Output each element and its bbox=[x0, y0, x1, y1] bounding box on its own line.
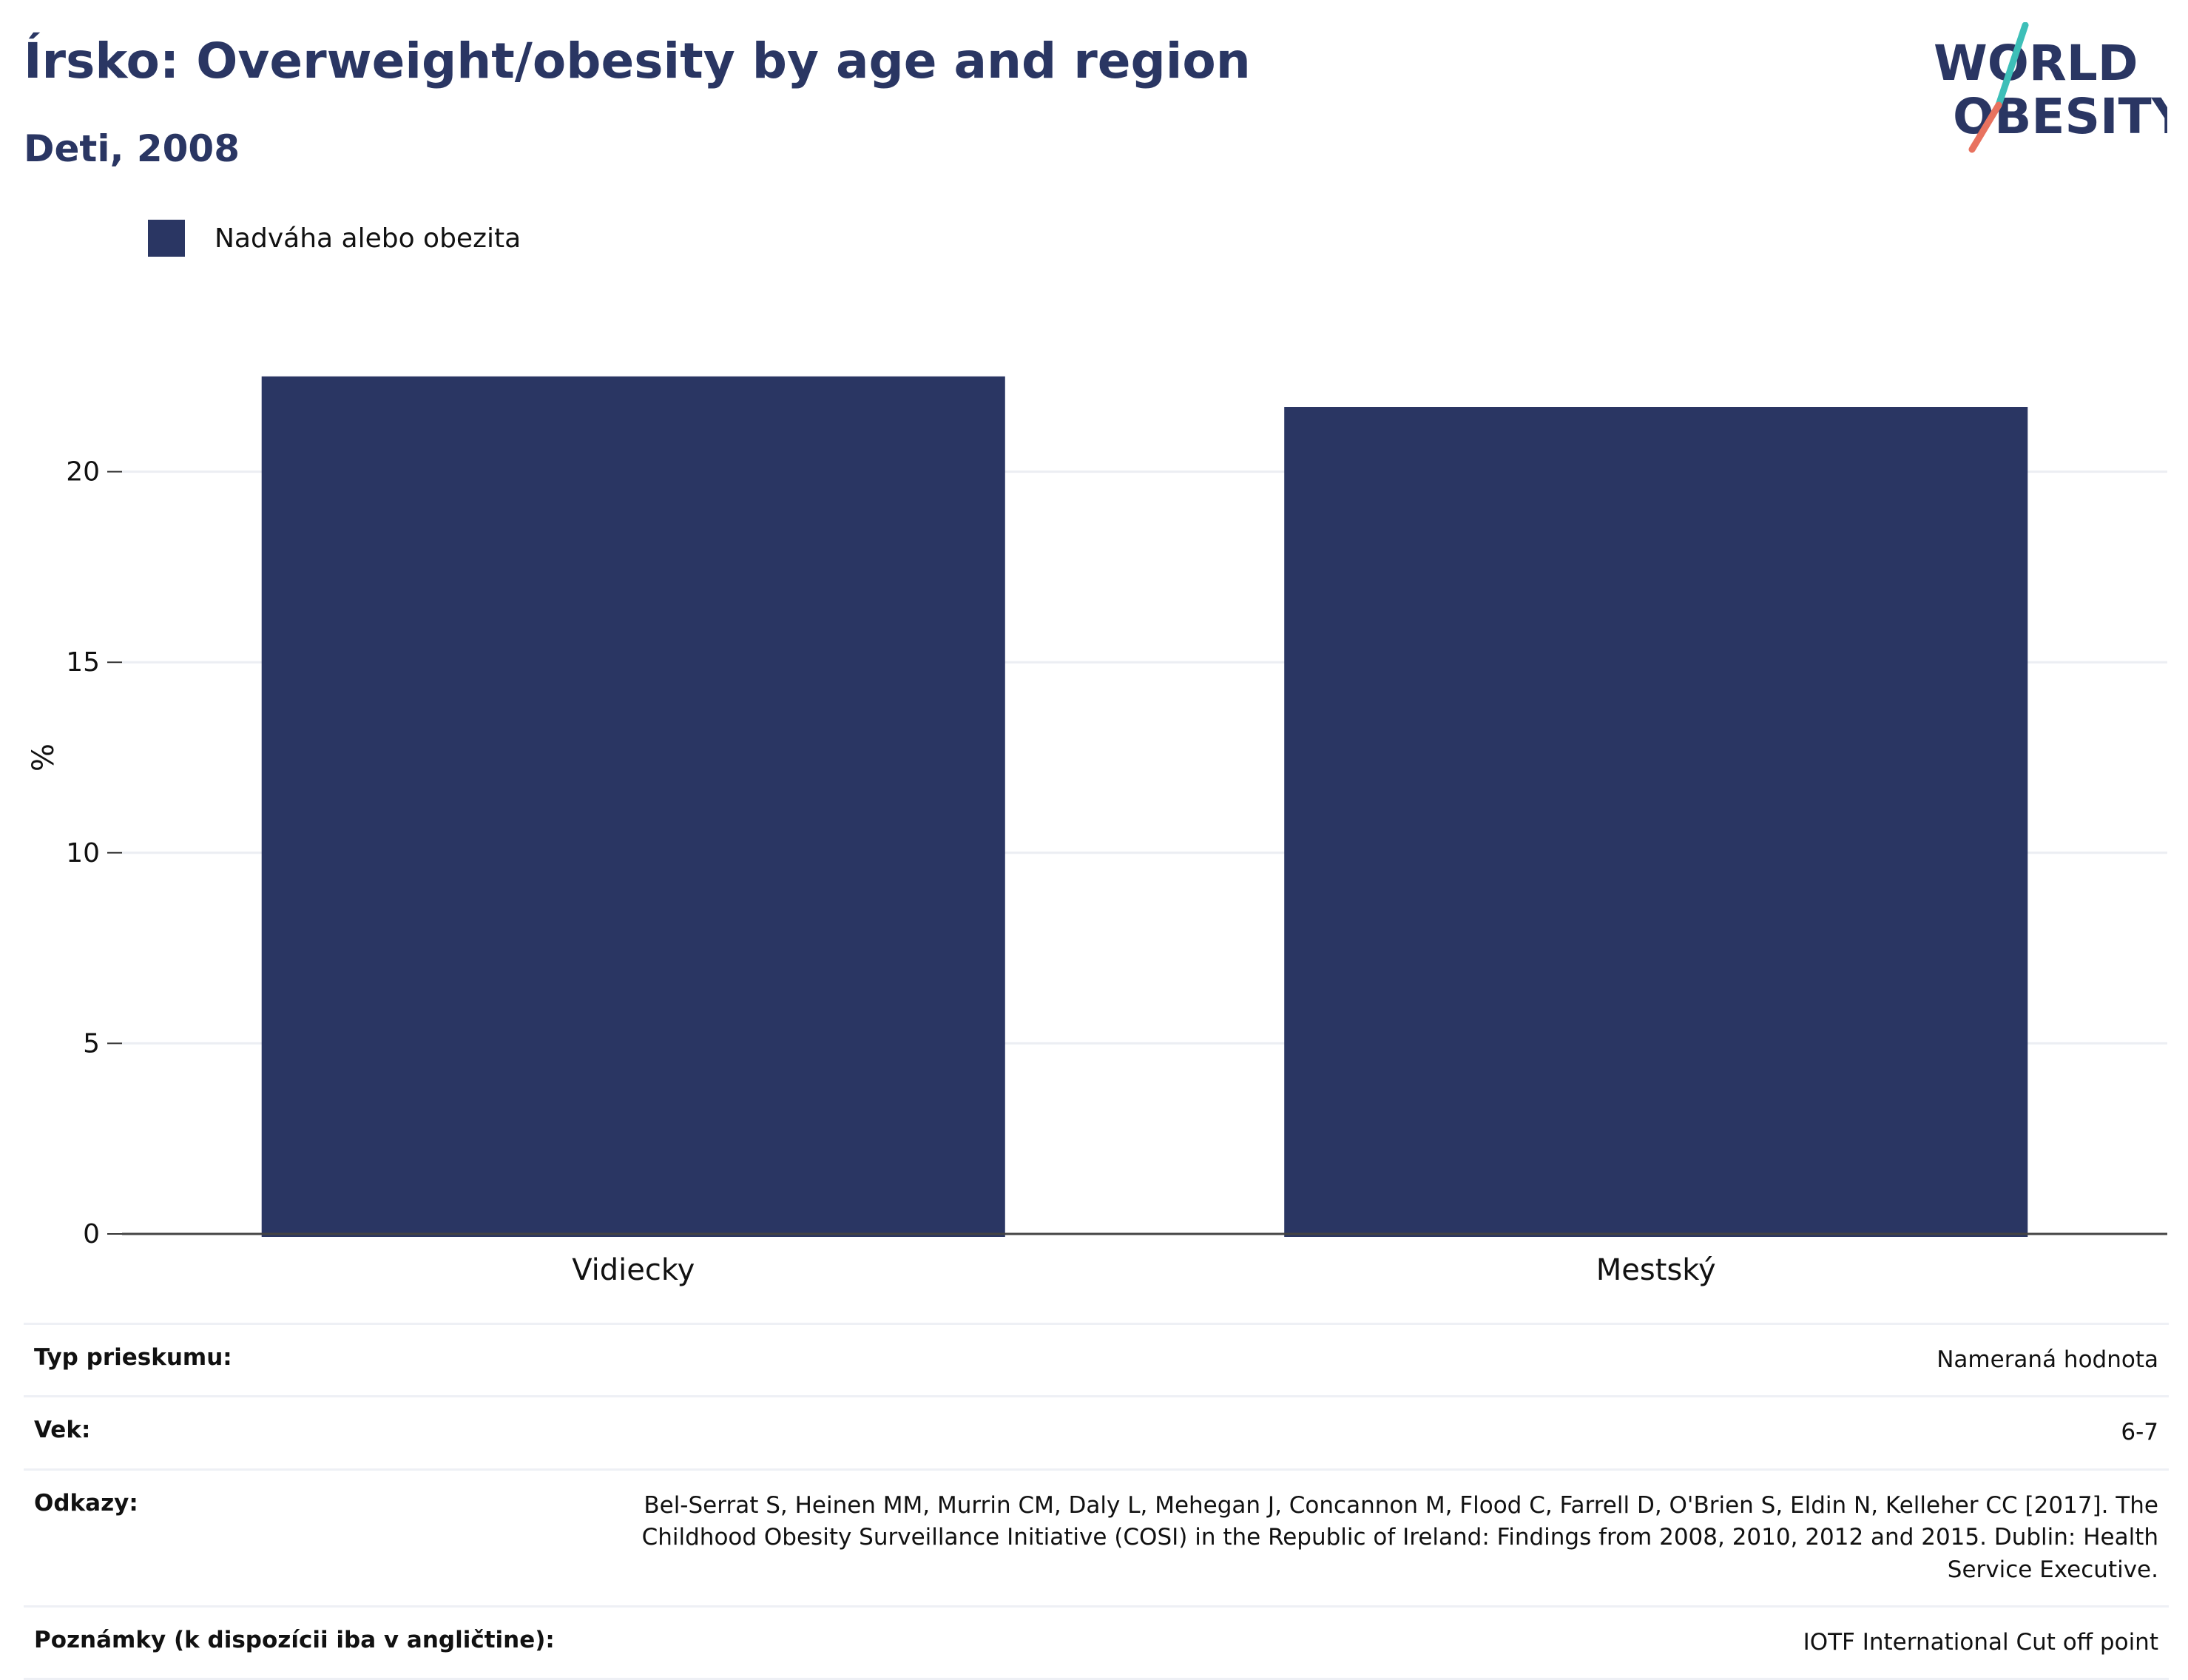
details-key: Vek: bbox=[34, 1417, 91, 1444]
logo-line1: WORLD bbox=[1934, 35, 2138, 92]
details-value: IOTF International Cut off point bbox=[1803, 1628, 2158, 1656]
y-axis-label: % bbox=[27, 743, 61, 772]
logo-line2: OBESITY bbox=[1953, 88, 2167, 145]
y-tick-label: 20 bbox=[66, 457, 100, 488]
y-tick-label: 5 bbox=[83, 1028, 100, 1059]
bar bbox=[261, 376, 1005, 1237]
details-row: Odkazy: Bel-Serrat S, Heinen MM, Murrin C… bbox=[24, 1471, 2169, 1608]
details-value: 6-7 bbox=[2121, 1419, 2158, 1446]
logo-slash-teal bbox=[1995, 22, 2029, 109]
logo-slash-coral bbox=[1968, 101, 2002, 153]
y-tick-label: 15 bbox=[66, 647, 100, 678]
chart-legend: Nadváha alebo obezita bbox=[148, 219, 521, 257]
details-value: Bel-Serrat S, Heinen MM, Murrin CM, Daly… bbox=[641, 1491, 2158, 1583]
details-row: Typ prieskumu: Nameraná hodnota bbox=[24, 1325, 2169, 1398]
details-table: Typ prieskumu: Nameraná hodnota Vek: 6-7 Odk… bbox=[24, 1323, 2169, 1680]
details-key: Odkazy: bbox=[34, 1489, 138, 1517]
y-tick-label: 10 bbox=[66, 838, 100, 868]
legend-swatch bbox=[148, 220, 185, 257]
y-tick-label: 0 bbox=[83, 1219, 100, 1249]
details-key: Poznámky (k dispozícii iba v angličtine)… bbox=[34, 1626, 555, 1653]
details-row: Poznámky (k dispozícii iba v angličtine)… bbox=[24, 1608, 2169, 1680]
x-tick-label: Mestský bbox=[1596, 1253, 1716, 1287]
details-key: Typ prieskumu: bbox=[34, 1344, 232, 1371]
page-subtitle: Deti, 2008 bbox=[24, 127, 240, 170]
x-tick-label: Vidiecky bbox=[572, 1253, 695, 1287]
world-obesity-logo: WORLD OBESITY bbox=[1934, 22, 2167, 153]
details-row: Vek: 6-7 bbox=[24, 1397, 2169, 1471]
details-value: Nameraná hodnota bbox=[1937, 1346, 2158, 1373]
bar-chart: 0 5 10 15 20% Vidiecky Mestský bbox=[27, 376, 2167, 1287]
bar bbox=[1284, 407, 2028, 1237]
page-title: Írsko: Overweight/obesity by age and reg… bbox=[24, 33, 1251, 90]
legend-label: Nadváha alebo obezita bbox=[215, 223, 521, 254]
